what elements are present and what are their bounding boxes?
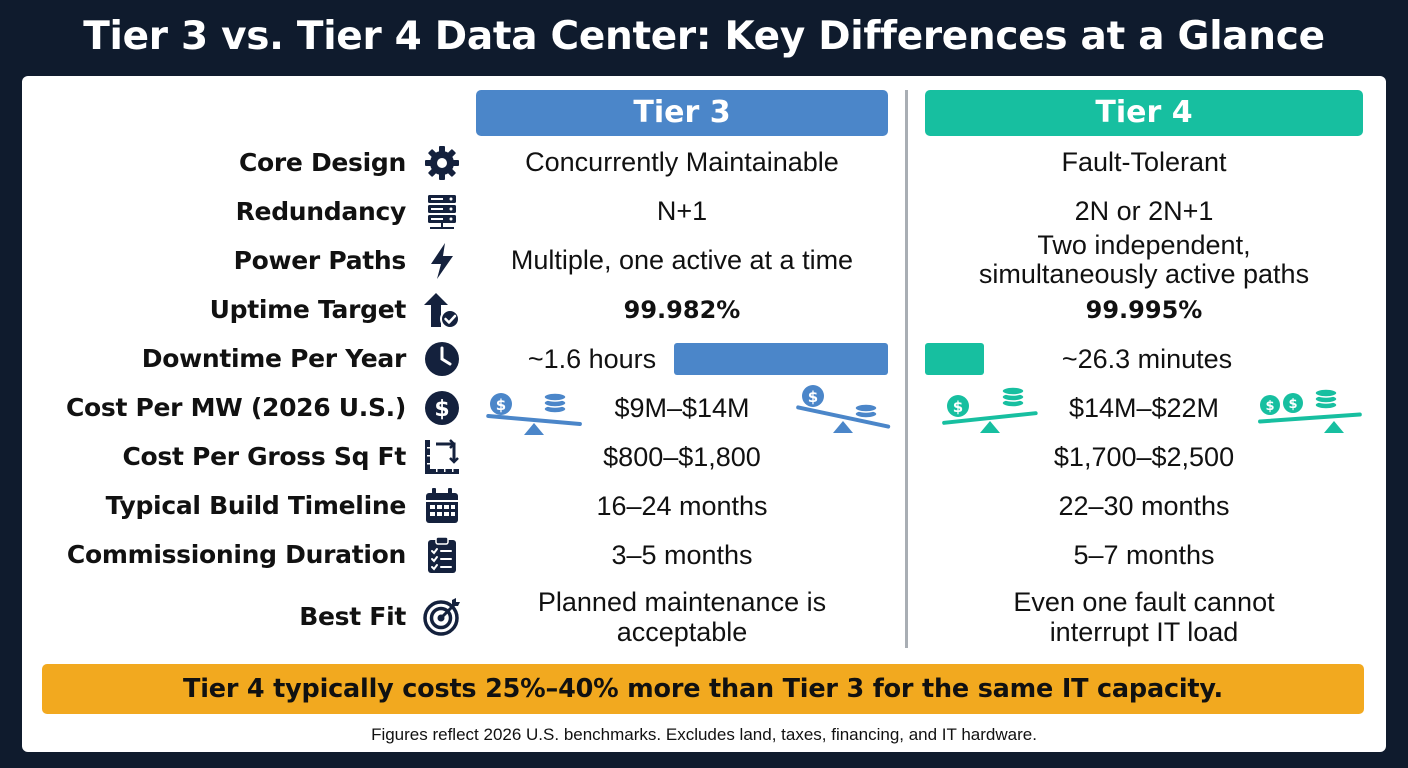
tier4-downtime: ~26.3 minutes xyxy=(1061,344,1233,374)
column-divider xyxy=(905,90,908,648)
tier4-cost-per-mw: $14M–$22M xyxy=(1068,393,1220,423)
balance-scale-icon: $ xyxy=(940,381,1040,435)
footnote: Figures reflect 2026 U.S. benchmarks. Ex… xyxy=(371,725,1037,744)
row-label-uptime-target: Uptime Target xyxy=(209,295,407,324)
tier3-core-design: Concurrently Maintainable xyxy=(525,147,839,177)
tier4-build-timeline: 22–30 months xyxy=(1058,491,1230,521)
row-label-core-design: Core Design xyxy=(238,148,406,177)
tier4-core-design: Fault-Tolerant xyxy=(1061,147,1227,177)
server-rack-icon xyxy=(422,192,462,232)
tier4-best-fit-line2: interrupt IT load xyxy=(1049,617,1239,647)
comparison-panel: Tier 3 Tier 4 Core Design Concurrently M… xyxy=(22,76,1386,752)
tier4-column-header: Tier 4 xyxy=(925,90,1363,136)
tier4-power-paths-line2: simultaneously active paths xyxy=(978,259,1310,289)
row-label-downtime: Downtime Per Year xyxy=(141,344,407,373)
row-label-cost-per-mw: Cost Per MW (2026 U.S.) xyxy=(65,393,406,422)
uptime-arrow-check-icon xyxy=(422,290,462,330)
row-label-cost-per-sqft: Cost Per Gross Sq Ft xyxy=(122,442,407,471)
row-label-build-timeline: Typical Build Timeline xyxy=(105,491,407,520)
floor-area-icon xyxy=(422,437,462,477)
tier3-commissioning: 3–5 months xyxy=(611,540,753,570)
tier4-downtime-bar xyxy=(925,343,984,375)
tier4-cost-per-sqft: $1,700–$2,500 xyxy=(1053,442,1235,472)
tier3-power-paths: Multiple, one active at a time xyxy=(510,245,854,275)
lightning-bolt-icon xyxy=(422,241,462,281)
row-label-best-fit: Best Fit xyxy=(299,602,406,631)
tier4-power-paths-line1: Two independent, xyxy=(1037,230,1251,260)
clock-icon xyxy=(422,339,462,379)
svg-text:$: $ xyxy=(808,388,818,406)
row-label-redundancy: Redundancy xyxy=(235,197,407,226)
tier4-redundancy: 2N or 2N+1 xyxy=(1074,196,1214,226)
tier4-uptime-target: 99.995% xyxy=(1085,296,1203,324)
checklist-clipboard-icon xyxy=(422,535,462,575)
gear-icon xyxy=(422,143,462,183)
svg-text:$: $ xyxy=(1288,397,1297,412)
tier3-build-timeline: 16–24 months xyxy=(596,491,768,521)
calendar-icon xyxy=(422,486,462,526)
tier3-downtime: ~1.6 hours xyxy=(527,344,657,374)
balance-scale-icon: $ $ xyxy=(1256,381,1364,435)
tier3-downtime-bar xyxy=(674,343,888,375)
balance-scale-icon: $ xyxy=(484,383,584,437)
tier4-commissioning: 5–7 months xyxy=(1073,540,1215,570)
tier3-redundancy: N+1 xyxy=(656,196,708,226)
cost-premium-banner: Tier 4 typically costs 25%–40% more than… xyxy=(42,664,1364,714)
tier3-cost-per-mw: $9M–$14M xyxy=(614,393,750,423)
page-title: Tier 3 vs. Tier 4 Data Center: Key Diffe… xyxy=(83,14,1325,59)
svg-text:$: $ xyxy=(953,398,963,416)
row-label-power-paths: Power Paths xyxy=(233,246,407,275)
svg-text:$: $ xyxy=(1265,399,1274,414)
tier4-best-fit-line1: Even one fault cannot xyxy=(1013,587,1275,617)
svg-text:$: $ xyxy=(434,397,449,422)
tier3-best-fit-line1: Planned maintenance is xyxy=(537,587,827,617)
target-icon xyxy=(422,597,462,637)
tier3-best-fit-line2: acceptable xyxy=(616,617,748,647)
svg-text:$: $ xyxy=(496,396,506,414)
dollar-coin-icon: $ xyxy=(422,388,462,428)
tier3-column-header: Tier 3 xyxy=(476,90,888,136)
row-label-commissioning: Commissioning Duration xyxy=(66,540,406,569)
tier3-uptime-target: 99.982% xyxy=(623,296,741,324)
balance-scale-icon: $ xyxy=(793,378,893,434)
tier3-cost-per-sqft: $800–$1,800 xyxy=(603,442,761,472)
